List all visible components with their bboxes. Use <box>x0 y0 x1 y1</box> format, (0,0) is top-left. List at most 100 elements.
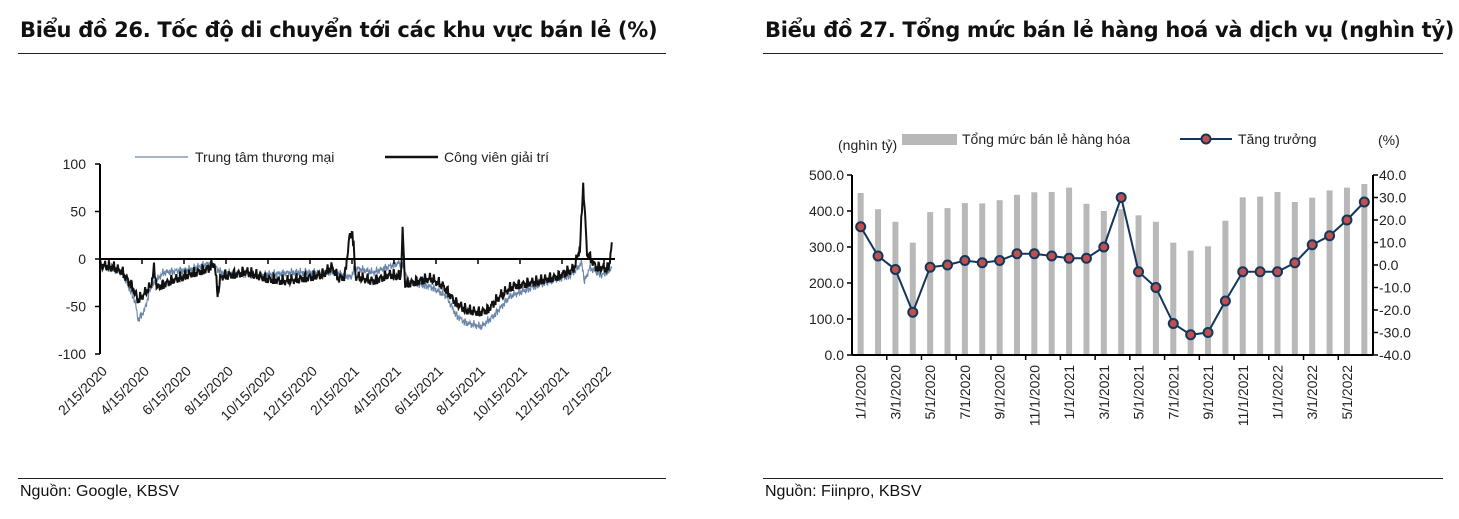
growth-point <box>1011 248 1023 260</box>
bar <box>1066 187 1073 355</box>
chart-27-source: Nguồn: Fiinpro, KBSV <box>765 483 922 500</box>
y-tick-label-right: 0.0 <box>1379 257 1399 273</box>
growth-point <box>1324 230 1336 242</box>
x-tick-label: 3/1/2022 <box>1304 365 1320 420</box>
growth-point <box>1271 266 1283 278</box>
y-tick-label: 50 <box>70 204 86 220</box>
legend-swatch <box>902 134 957 145</box>
x-tick-label: 11/1/2020 <box>1026 365 1042 426</box>
x-tick-label: 7/1/2021 <box>1165 365 1181 420</box>
bar <box>1031 192 1038 355</box>
legend-label: Trung tâm thương mại <box>195 149 334 165</box>
growth-point <box>1237 266 1249 278</box>
x-tick-label: 5/1/2020 <box>922 365 938 420</box>
y-tick-label-right: 40.0 <box>1379 167 1406 183</box>
bar <box>1187 250 1194 355</box>
growth-point <box>1098 241 1110 253</box>
chart-26-source: Nguồn: Google, KBSV <box>20 483 180 500</box>
x-tick-label: 3/1/2020 <box>887 365 903 420</box>
x-tick-label: 1/1/2020 <box>853 365 869 420</box>
chart-27-title: Biểu đồ 27. Tổng mức bán lẻ hàng hoá và … <box>765 18 1455 42</box>
y-tick-label-left: 300.0 <box>809 239 844 255</box>
x-tick-label: 1/1/2021 <box>1061 365 1077 420</box>
bar <box>979 203 986 355</box>
source-divider <box>763 478 1443 479</box>
bar <box>1326 190 1333 355</box>
x-tick-label: 3/1/2021 <box>1096 365 1112 420</box>
growth-point <box>1341 214 1353 226</box>
series-line-cong-vien <box>99 182 613 317</box>
growth-point <box>1046 250 1058 262</box>
y-axis-label-left: (nghìn tỷ) <box>838 137 897 153</box>
x-tick-label: 11/1/2021 <box>1235 365 1251 426</box>
x-tick-label: 1/1/2022 <box>1269 365 1285 420</box>
y-tick-label-right: -10.0 <box>1379 280 1411 296</box>
growth-point <box>1133 266 1145 278</box>
growth-point <box>959 255 971 266</box>
bar <box>996 200 1003 355</box>
bar <box>857 193 864 355</box>
growth-point <box>1115 192 1127 203</box>
y-tick-label: -100 <box>58 346 86 362</box>
growth-point <box>1028 248 1040 260</box>
growth-point <box>1202 327 1214 338</box>
growth-point <box>942 259 954 271</box>
y-tick-label: 100 <box>63 156 87 172</box>
growth-point <box>1306 239 1318 251</box>
bar <box>1361 184 1368 355</box>
bar <box>944 208 951 355</box>
bar <box>1170 242 1177 355</box>
x-tick-label: 5/1/2022 <box>1339 365 1355 420</box>
y-axis-label-right: (%) <box>1378 132 1400 148</box>
legend-label: Tăng trưởng <box>1238 131 1316 147</box>
y-tick-label-left: 200.0 <box>809 275 844 291</box>
growth-point <box>855 221 867 233</box>
growth-point <box>994 255 1006 266</box>
x-tick-label: 9/1/2021 <box>1200 365 1216 420</box>
bar <box>1309 197 1316 355</box>
bar <box>1343 187 1350 355</box>
growth-point <box>1167 318 1179 329</box>
x-tick-label: 7/1/2020 <box>957 365 973 420</box>
y-tick-label-left: 100.0 <box>809 311 844 327</box>
growth-point <box>1254 266 1266 278</box>
y-tick-label-right: 10.0 <box>1379 235 1406 251</box>
chart-26-title: Biểu đồ 26. Tốc độ di chuyển tới các khu… <box>20 18 658 42</box>
bar <box>875 209 882 355</box>
y-tick-label-right: -20.0 <box>1379 302 1411 318</box>
bar <box>1222 220 1229 355</box>
bar <box>927 212 934 355</box>
y-tick-label-left: 0.0 <box>825 347 845 363</box>
source-divider <box>18 478 666 479</box>
bar <box>1205 246 1212 355</box>
bar <box>1291 202 1298 355</box>
growth-point <box>1289 257 1301 269</box>
bar <box>892 221 899 355</box>
growth-point <box>1080 252 1092 264</box>
growth-point <box>924 261 936 273</box>
y-tick-label-left: 500.0 <box>809 167 844 183</box>
bar <box>961 203 968 355</box>
title-divider <box>763 53 1443 54</box>
growth-point <box>1185 329 1197 341</box>
growth-point <box>1063 252 1075 264</box>
bar <box>1118 209 1125 355</box>
bar <box>1083 203 1090 355</box>
y-tick-label: -50 <box>66 299 86 315</box>
y-tick-label-right: -40.0 <box>1379 347 1411 363</box>
y-tick-label-right: 20.0 <box>1379 212 1406 228</box>
legend-marker <box>1200 133 1212 145</box>
legend-label: Công viên giải trí <box>444 149 549 165</box>
growth-point <box>1150 282 1162 293</box>
growth-point <box>889 264 901 275</box>
y-tick-label-right: 30.0 <box>1379 190 1406 206</box>
bar <box>909 242 916 355</box>
y-tick-label: 0 <box>78 251 86 267</box>
growth-point <box>872 250 884 262</box>
growth-point <box>976 257 988 269</box>
growth-line <box>859 193 1366 336</box>
legend-label: Tổng mức bán lẻ hàng hóa <box>962 131 1130 147</box>
bar <box>1100 211 1107 355</box>
y-tick-label-left: 400.0 <box>809 203 844 219</box>
